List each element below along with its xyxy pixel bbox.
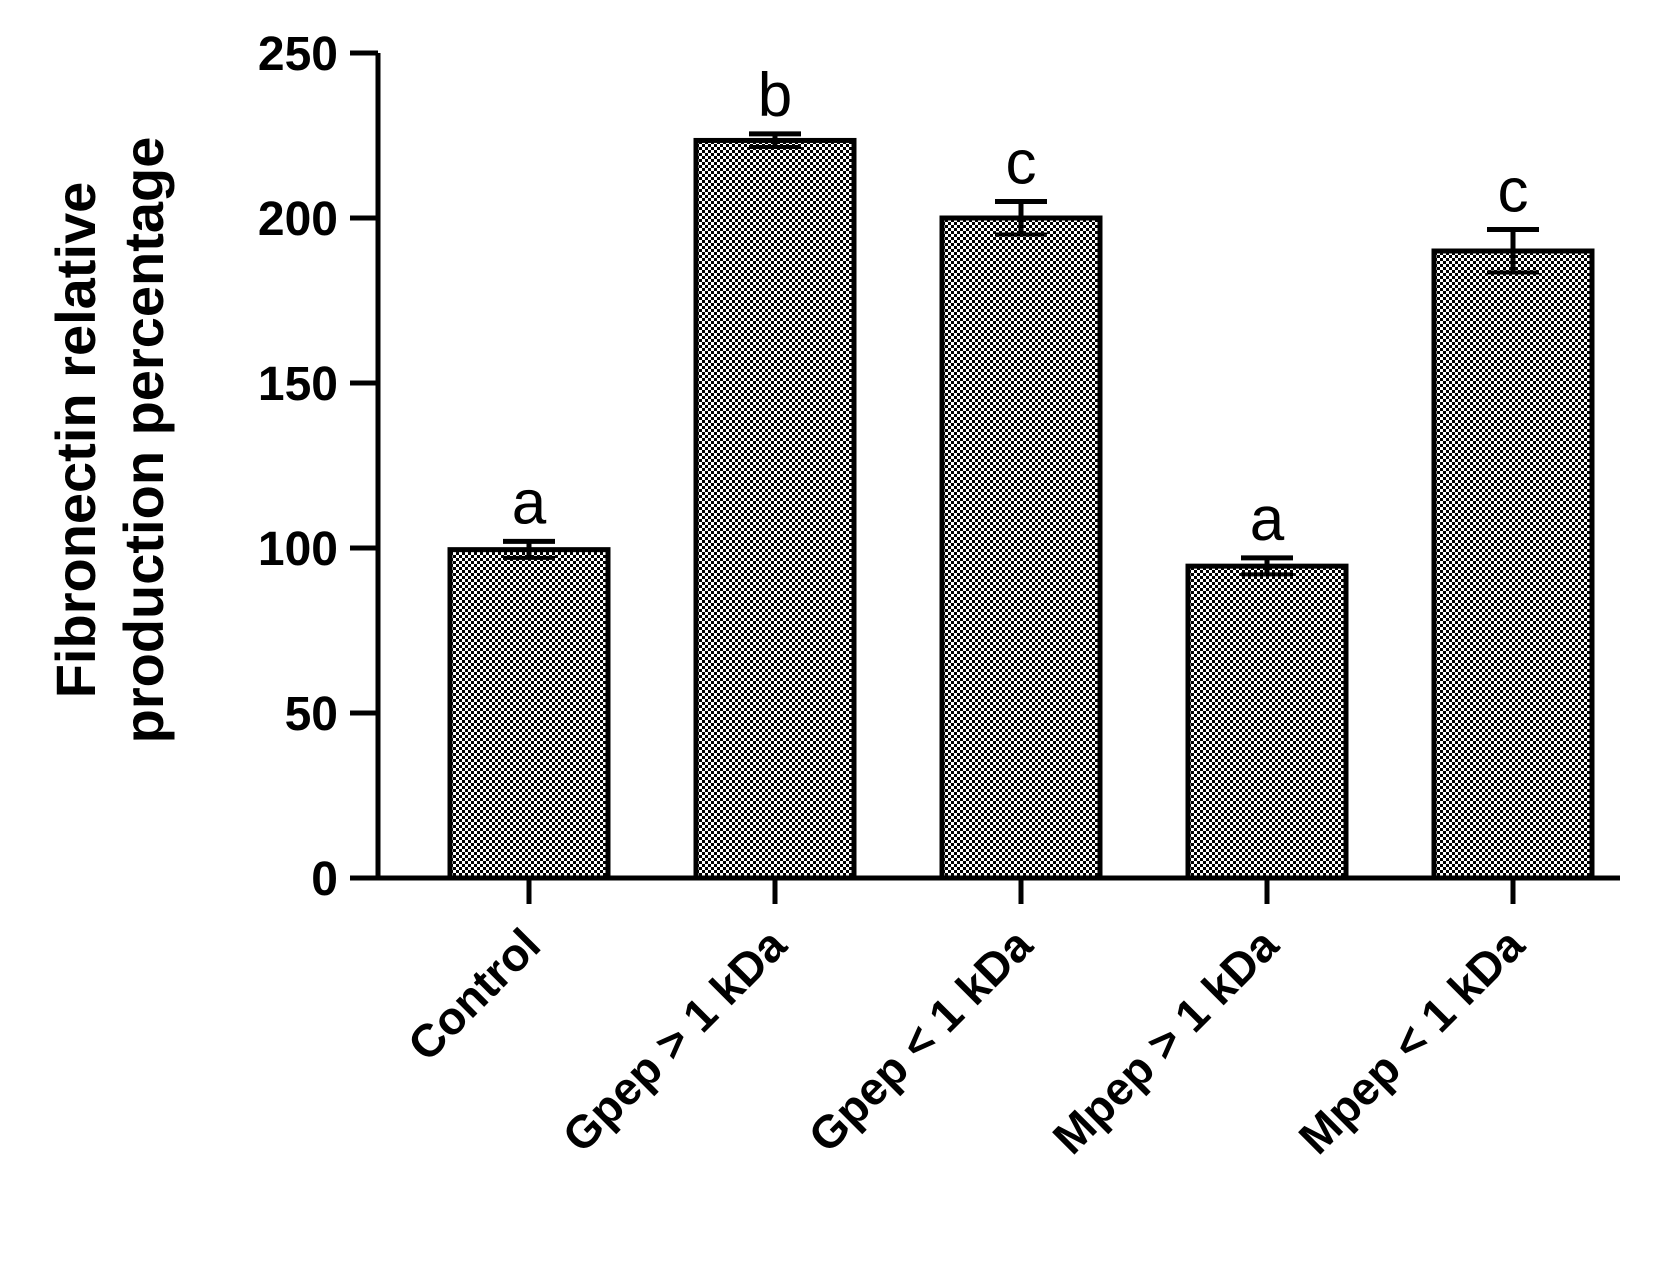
significance-letter-4: c — [1498, 157, 1529, 226]
category-label-2: Gpep < 1 kDa — [798, 918, 1042, 1162]
bar-0 — [447, 547, 611, 881]
bar-3 — [1185, 563, 1349, 881]
significance-letter-1: b — [758, 61, 792, 130]
y-tick-label-250: 250 — [258, 28, 338, 81]
bar-4 — [1431, 248, 1595, 881]
y-tick-label-150: 150 — [258, 358, 338, 411]
bar-2 — [939, 215, 1103, 881]
category-label-4: Mpep < 1 kDa — [1289, 918, 1535, 1164]
category-label-0: Control — [398, 918, 550, 1070]
y-axis-title-line-2: production percentage — [112, 137, 175, 744]
y-axis-title-line-1: Fibronectin relative — [44, 182, 107, 699]
significance-letter-0: a — [512, 468, 547, 537]
y-axis-title: Fibronectin relative production percenta… — [44, 137, 175, 744]
category-label-1: Gpep > 1 kDa — [552, 918, 796, 1162]
y-tick-label-0: 0 — [311, 853, 338, 906]
y-tick-label-200: 200 — [258, 193, 338, 246]
bar-1 — [693, 137, 857, 881]
y-tick-label-100: 100 — [258, 523, 338, 576]
significance-letter-2: c — [1006, 129, 1037, 198]
category-label-3: Mpep > 1 kDa — [1043, 918, 1289, 1164]
y-tick-label-50: 50 — [285, 688, 338, 741]
plot-area: 0 50 100 150 200 250 a Control b Gpep > 1 kDa c Gpe… — [258, 28, 1620, 1164]
significance-letter-3: a — [1250, 485, 1285, 554]
